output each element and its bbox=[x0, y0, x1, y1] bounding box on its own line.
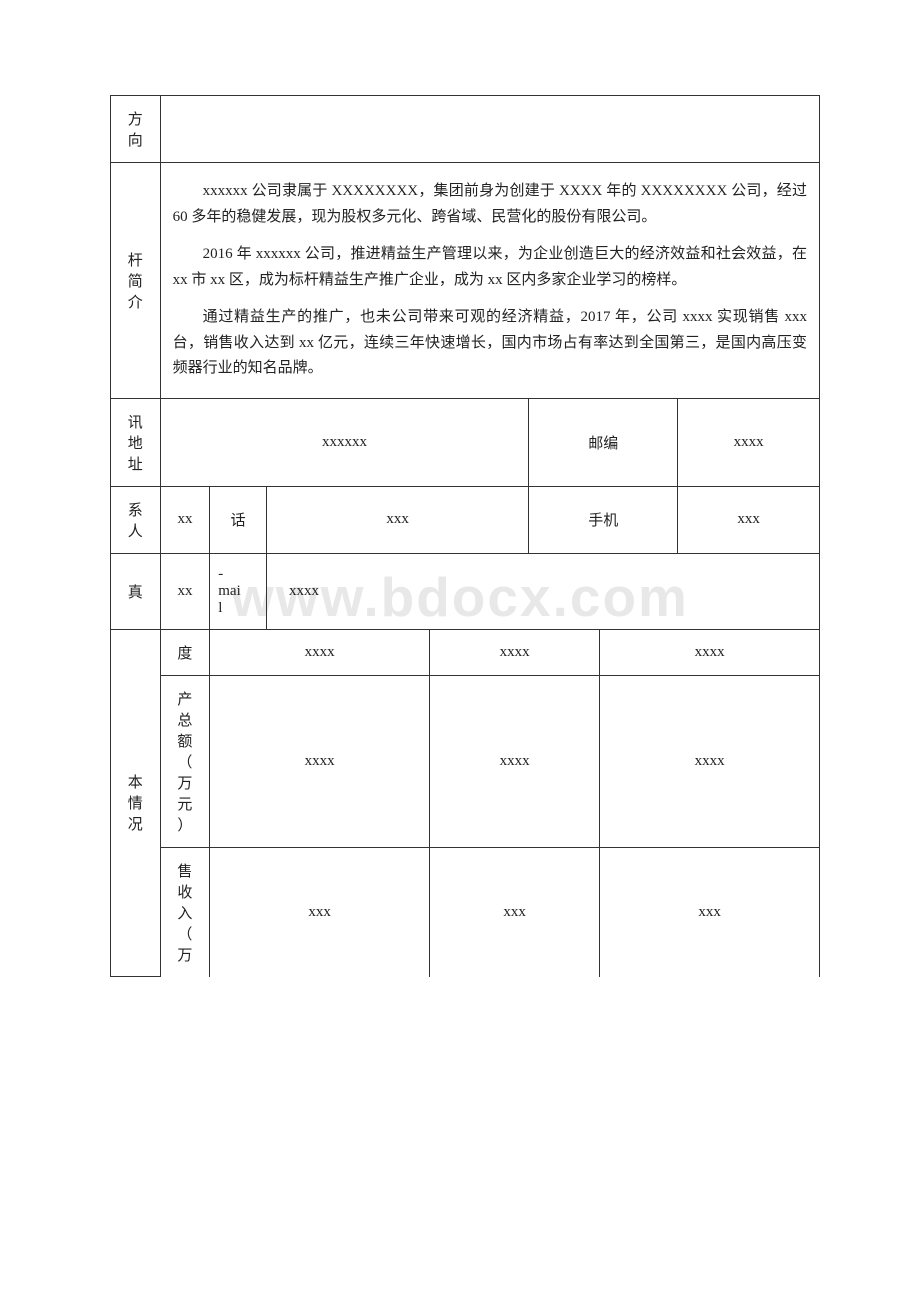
intro-paragraph: xxxxxx 公司隶属于 XXXXXXXX，集团前身为创建于 XXXX 年的 X… bbox=[173, 179, 807, 230]
asset-value: xxxx bbox=[210, 675, 430, 847]
mobile-value: xxx bbox=[678, 486, 820, 553]
situation-label: 本情况 bbox=[111, 629, 161, 977]
year-label: 度 bbox=[160, 629, 210, 675]
fax-value: xx bbox=[160, 553, 210, 629]
table-row: 售收入（万 xxx xxx xxx bbox=[111, 847, 820, 977]
info-table: 方向 杆简介 xxxxxx 公司隶属于 XXXXXXXX，集团前身为创建于 XX… bbox=[110, 95, 820, 977]
document-page: 方向 杆简介 xxxxxx 公司隶属于 XXXXXXXX，集团前身为创建于 XX… bbox=[0, 0, 920, 977]
tel-value: xxx bbox=[266, 486, 528, 553]
asset-label: 产总额（万元） bbox=[160, 675, 210, 847]
income-value: xxx bbox=[600, 847, 820, 977]
table-row: 方向 bbox=[111, 96, 820, 163]
income-label: 售收入（万 bbox=[160, 847, 210, 977]
table-row: 系人 xx 话 xxx 手机 xxx bbox=[111, 486, 820, 553]
intro-paragraph: 通过精益生产的推广，也未公司带来可观的经济精益，2017 年，公司 xxxx 实… bbox=[173, 305, 807, 382]
income-value: xxx bbox=[430, 847, 600, 977]
year-value: xxxx bbox=[430, 629, 600, 675]
fax-label: 真 bbox=[111, 553, 161, 629]
table-row: 产总额（万元） xxxx xxxx xxxx bbox=[111, 675, 820, 847]
table-row: 讯地址 xxxxxx 邮编 xxxx bbox=[111, 398, 820, 486]
post-label: 邮编 bbox=[529, 398, 678, 486]
mail-value: xxxx bbox=[266, 553, 819, 629]
year-value: xxxx bbox=[210, 629, 430, 675]
intro-label: 杆简介 bbox=[111, 163, 161, 399]
direction-label: 方向 bbox=[111, 96, 161, 163]
address-value: xxxxxx bbox=[160, 398, 529, 486]
mail-label: -mail bbox=[210, 553, 267, 629]
mobile-label: 手机 bbox=[529, 486, 678, 553]
address-label: 讯地址 bbox=[111, 398, 161, 486]
intro-paragraph: 2016 年 xxxxxx 公司，推进精益生产管理以来，为企业创造巨大的经济效益… bbox=[173, 242, 807, 293]
post-value: xxxx bbox=[678, 398, 820, 486]
asset-value: xxxx bbox=[430, 675, 600, 847]
contact-value: xx bbox=[160, 486, 210, 553]
table-row: 本情况 度 xxxx xxxx xxxx bbox=[111, 629, 820, 675]
intro-content: xxxxxx 公司隶属于 XXXXXXXX，集团前身为创建于 XXXX 年的 X… bbox=[160, 163, 819, 399]
income-value: xxx bbox=[210, 847, 430, 977]
year-value: xxxx bbox=[600, 629, 820, 675]
table-row: 杆简介 xxxxxx 公司隶属于 XXXXXXXX，集团前身为创建于 XXXX … bbox=[111, 163, 820, 399]
contact-label: 系人 bbox=[111, 486, 161, 553]
tel-label: 话 bbox=[210, 486, 267, 553]
table-row: 真 xx -mail xxxx bbox=[111, 553, 820, 629]
asset-value: xxxx bbox=[600, 675, 820, 847]
direction-value bbox=[160, 96, 819, 163]
